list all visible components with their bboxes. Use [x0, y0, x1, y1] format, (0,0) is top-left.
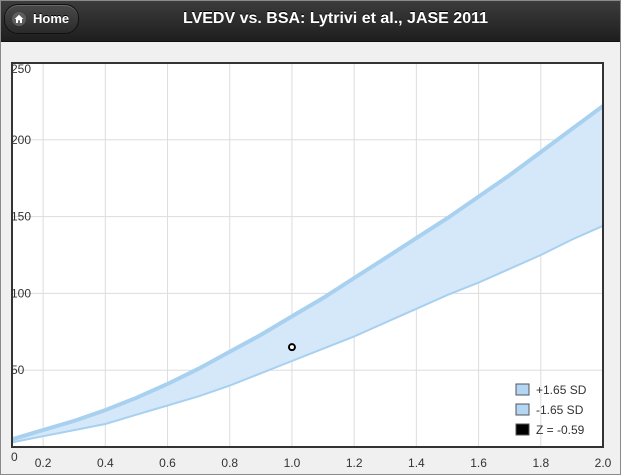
header-bar: Home LVEDV vs. BSA: Lytrivi et al., JASE…	[1, 1, 620, 42]
plot-border	[11, 62, 604, 448]
sd-band-area	[12, 106, 603, 443]
x-tick-label: 0.2	[35, 456, 52, 470]
x-tick-label: 1.6	[470, 456, 487, 470]
y-tick-label: 150	[11, 210, 31, 224]
x-tick-label: 0.6	[159, 456, 176, 470]
home-button-label: Home	[33, 11, 70, 26]
x-tick-label: 0.8	[221, 456, 238, 470]
x-tick-label: 1.0	[284, 456, 301, 470]
x-tick-label: 1.4	[408, 456, 425, 470]
y-tick-label: 50	[11, 363, 25, 377]
legend-swatch	[515, 403, 530, 416]
legend-label: -1.65 SD	[536, 403, 584, 417]
legend: +1.65 SD -1.65 SD Z = -0.59	[515, 383, 587, 437]
y-tick-label: 250	[11, 62, 31, 76]
y-tick-label: 200	[11, 133, 31, 147]
legend-label: Z = -0.59	[536, 423, 585, 437]
home-icon	[12, 12, 26, 26]
chart: 0.2 0.4 0.6 0.8 1.0 1.2 1.4 1.6 1.8 2.0 0 50 100 150 2…	[11, 62, 612, 470]
x-tick-label: 1.8	[532, 456, 549, 470]
legend-swatch	[515, 383, 530, 396]
patient-data-point	[287, 343, 296, 352]
home-button[interactable]: Home	[4, 4, 79, 34]
page-title: LVEDV vs. BSA: Lytrivi et al., JASE 2011	[182, 10, 488, 27]
series-line-minus-1-65-sd	[11, 224, 604, 444]
x-tick-label: 1.2	[346, 456, 363, 470]
y-tick-label: 100	[11, 286, 31, 300]
x-tick-label: 0.4	[97, 456, 114, 470]
series-line-plus-1-65-sd	[11, 104, 605, 442]
y-tick-label: 0	[11, 450, 18, 464]
legend-swatch	[515, 423, 530, 436]
x-tick-label: 2.0	[595, 456, 612, 470]
legend-label: +1.65 SD	[536, 383, 587, 397]
